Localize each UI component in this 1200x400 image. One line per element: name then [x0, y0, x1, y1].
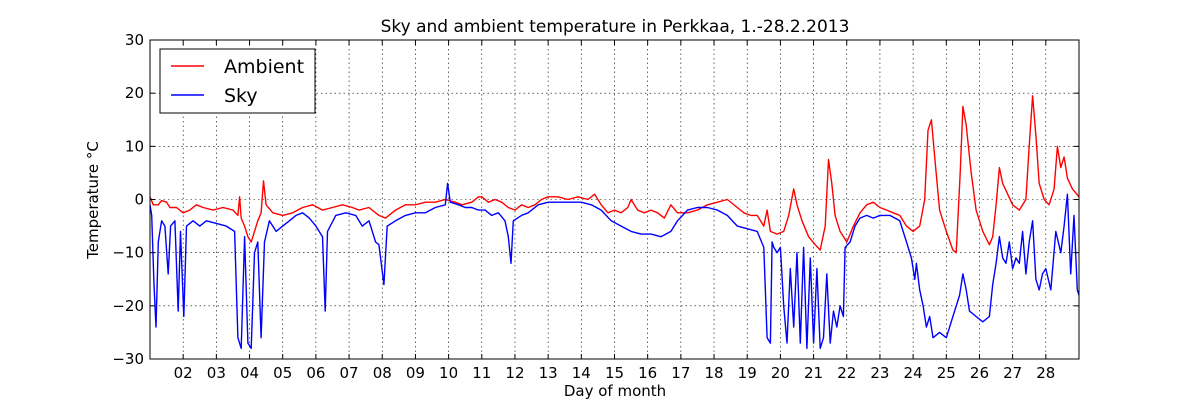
x-tick-label: 18 — [704, 364, 723, 382]
legend: Ambient Sky — [159, 48, 316, 114]
x-tick-label: 27 — [1003, 364, 1022, 382]
y-tick-label: −10 — [112, 244, 144, 262]
x-tick-label: 02 — [174, 364, 193, 382]
y-axis-label: Temperature °C — [84, 141, 102, 260]
x-tick-label: 19 — [738, 364, 757, 382]
x-tick-label: 16 — [638, 364, 657, 382]
y-tick-labels: −30 −20 −10 0 10 20 30 — [112, 31, 144, 368]
x-tick-label: 22 — [837, 364, 856, 382]
x-tick-label: 11 — [472, 364, 491, 382]
y-tick-label: 10 — [125, 137, 144, 155]
x-tick-label: 28 — [1036, 364, 1055, 382]
x-tick-label: 26 — [970, 364, 989, 382]
x-tick-label: 25 — [937, 364, 956, 382]
y-tick-label: −30 — [112, 350, 144, 368]
x-tick-label: 24 — [904, 364, 923, 382]
x-tick-label: 15 — [605, 364, 624, 382]
ticks — [150, 39, 1079, 360]
series-line-sky — [149, 182, 1080, 350]
x-tick-label: 04 — [240, 364, 259, 382]
x-tick-label: 06 — [306, 364, 325, 382]
y-tick-label: 30 — [125, 31, 144, 49]
y-axis-label-main: Temperature — [84, 164, 102, 260]
x-tick-label: 17 — [671, 364, 690, 382]
x-tick-label: 09 — [406, 364, 425, 382]
x-tick-label: 20 — [771, 364, 790, 382]
series-layer — [149, 95, 1080, 350]
x-tick-label: 07 — [340, 364, 359, 382]
series-line-ambient — [149, 95, 1080, 254]
y-tick-label: −20 — [112, 297, 144, 315]
x-tick-label: 03 — [207, 364, 226, 382]
x-tick-label: 05 — [273, 364, 292, 382]
legend-label-sky: Sky — [224, 85, 258, 107]
x-tick-labels: 02 03 04 05 06 07 08 09 10 11 12 13 14 15 16 17 18 19 20 21… — [174, 364, 1056, 382]
x-tick-label: 13 — [539, 364, 558, 382]
legend-box — [159, 48, 316, 114]
x-tick-label: 12 — [505, 364, 524, 382]
y-axis-label-unit: °C — [84, 141, 102, 159]
x-tick-label: 23 — [870, 364, 889, 382]
x-tick-label: 14 — [572, 364, 591, 382]
y-tick-label: 0 — [134, 191, 144, 209]
x-tick-label: 08 — [373, 364, 392, 382]
x-axis-label: Day of month — [564, 382, 666, 400]
x-tick-label: 10 — [439, 364, 458, 382]
y-tick-label: 20 — [125, 84, 144, 102]
legend-label-ambient: Ambient — [224, 56, 304, 78]
chart-title: Sky and ambient temperature in Perkkaa, … — [381, 17, 850, 37]
x-tick-label: 21 — [804, 364, 823, 382]
